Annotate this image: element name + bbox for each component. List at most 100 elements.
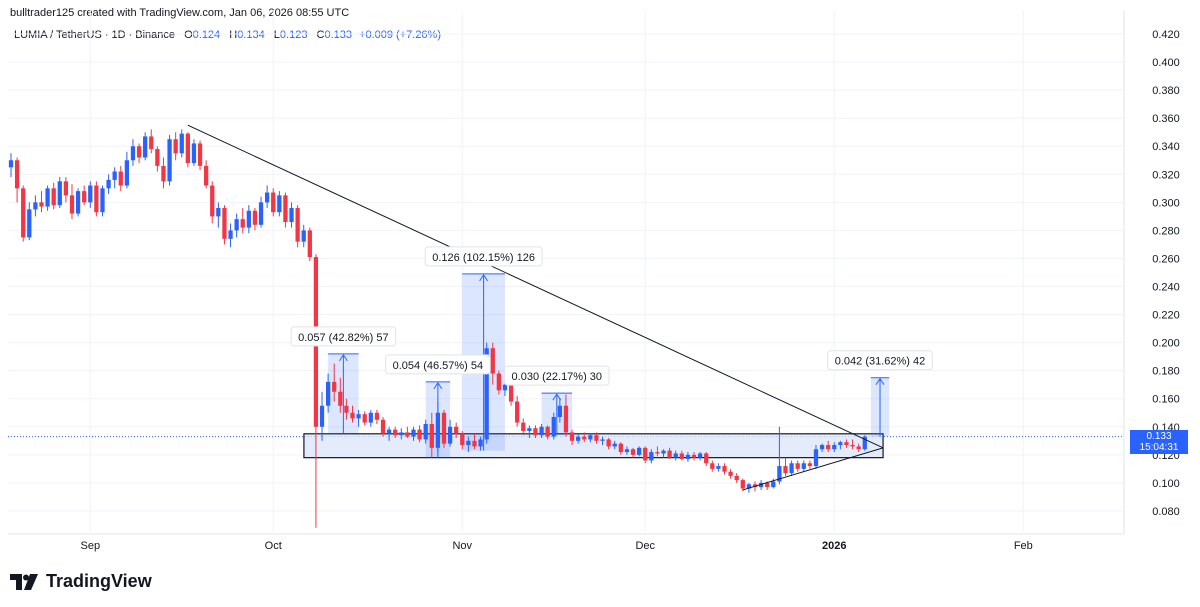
candle-body bbox=[673, 453, 678, 458]
candle bbox=[338, 377, 343, 413]
candle-body bbox=[161, 165, 166, 182]
candle bbox=[435, 401, 441, 453]
candle bbox=[447, 419, 453, 447]
candle-body bbox=[325, 381, 331, 406]
measurement-label: 0.042 (31.62%) 42 bbox=[827, 350, 933, 371]
candle-body bbox=[716, 466, 721, 469]
measurement-label-layer: 0.057 (42.82%) 57 0.054 (46.57%) 54 0.126 … bbox=[290, 246, 933, 386]
candle-body bbox=[643, 447, 648, 461]
candle bbox=[368, 409, 373, 427]
candle-body bbox=[295, 207, 300, 242]
x-tick-label: Oct bbox=[265, 540, 282, 552]
measurement-label-bg bbox=[290, 326, 397, 347]
candle-body bbox=[454, 426, 459, 434]
open-value: 0.124 bbox=[192, 29, 221, 41]
measurement-label-text: 0.030 (22.17%) 30 bbox=[512, 371, 603, 383]
symbol-pair[interactable]: LUMIA / TetherUS bbox=[14, 29, 102, 41]
candle-body bbox=[368, 412, 373, 423]
candle bbox=[454, 422, 459, 439]
candle-body bbox=[63, 181, 69, 196]
symbol-interval[interactable]: 1D bbox=[111, 29, 126, 41]
candle-body bbox=[832, 445, 837, 450]
candle bbox=[423, 419, 428, 444]
price-chart[interactable]: 0.057 (42.82%) 57 0.054 (46.57%) 54 0.126 … bbox=[0, 0, 1200, 560]
candle-body bbox=[710, 463, 715, 469]
candle bbox=[386, 426, 392, 441]
y-tick-label: 0.220 bbox=[1152, 310, 1180, 322]
candle-body bbox=[777, 466, 782, 482]
candle-body bbox=[399, 432, 404, 436]
measurement-label-text: 0.057 (42.82%) 57 bbox=[298, 332, 389, 344]
candle bbox=[630, 447, 636, 458]
candle-body bbox=[69, 195, 75, 214]
candle bbox=[204, 160, 209, 189]
candle bbox=[222, 205, 227, 245]
candle-body bbox=[582, 436, 587, 440]
candle bbox=[801, 460, 806, 472]
axis-layer: 0.0800.1000.1200.1400.1600.1800.2000.220… bbox=[8, 10, 1180, 552]
candle-body bbox=[234, 219, 239, 231]
candle bbox=[478, 436, 483, 451]
candle-body bbox=[344, 405, 349, 413]
candle bbox=[649, 449, 654, 464]
candle bbox=[63, 177, 69, 203]
candle-body bbox=[813, 449, 819, 467]
x-tick-label: Nov bbox=[452, 540, 472, 552]
candle-body bbox=[112, 171, 117, 180]
candle bbox=[515, 395, 520, 427]
candle-body bbox=[252, 210, 258, 225]
candle-body bbox=[496, 373, 502, 391]
candle-body bbox=[283, 195, 288, 222]
tradingview-brand[interactable]: TradingView bbox=[10, 571, 152, 592]
symbol-exchange: Binance bbox=[135, 29, 176, 41]
candle-body bbox=[155, 149, 160, 166]
candle bbox=[417, 425, 422, 443]
close-value: 0.133 bbox=[324, 29, 352, 41]
candle-body bbox=[624, 449, 630, 453]
candle bbox=[21, 185, 26, 242]
candle bbox=[490, 342, 495, 385]
candle-body bbox=[838, 442, 843, 446]
measurement-label: 0.030 (22.17%) 30 bbox=[504, 365, 610, 386]
candle-body bbox=[307, 230, 312, 258]
candle bbox=[758, 480, 764, 490]
candle bbox=[45, 185, 50, 211]
candle-body bbox=[191, 143, 197, 164]
candle bbox=[667, 447, 672, 460]
candle bbox=[356, 409, 361, 427]
candle bbox=[106, 174, 111, 194]
candle-body bbox=[685, 454, 691, 460]
candle bbox=[783, 457, 788, 476]
candle bbox=[832, 442, 837, 453]
candle-body bbox=[789, 463, 794, 474]
candle-body bbox=[600, 439, 605, 441]
candle-body bbox=[204, 165, 209, 186]
candle-body bbox=[100, 188, 105, 213]
candle-body bbox=[801, 463, 806, 469]
candle-body bbox=[179, 133, 184, 154]
candle-body bbox=[533, 428, 538, 436]
candle bbox=[636, 446, 642, 457]
x-tick-label: 2026 bbox=[822, 540, 846, 552]
candle bbox=[14, 157, 20, 203]
high-value: 0.134 bbox=[237, 29, 265, 41]
candle-body bbox=[386, 429, 392, 434]
candle bbox=[399, 428, 404, 440]
candle bbox=[655, 446, 660, 457]
candle bbox=[569, 429, 575, 446]
candle-body bbox=[606, 439, 611, 447]
candle-body bbox=[197, 143, 203, 166]
candle-body bbox=[82, 191, 87, 203]
high-label: H bbox=[229, 29, 238, 41]
candle-body bbox=[429, 423, 434, 448]
candle-body bbox=[332, 381, 337, 392]
x-tick-label: Sep bbox=[80, 540, 100, 552]
candle bbox=[325, 373, 331, 413]
candle bbox=[789, 460, 794, 476]
candle-body bbox=[246, 210, 251, 228]
measurement-label-text: 0.042 (31.62%) 42 bbox=[835, 356, 926, 368]
candle-body bbox=[417, 429, 422, 440]
candle-body bbox=[862, 436, 867, 450]
candle-countdown: 15:04:31 bbox=[1139, 442, 1179, 453]
candle-body bbox=[356, 414, 361, 419]
